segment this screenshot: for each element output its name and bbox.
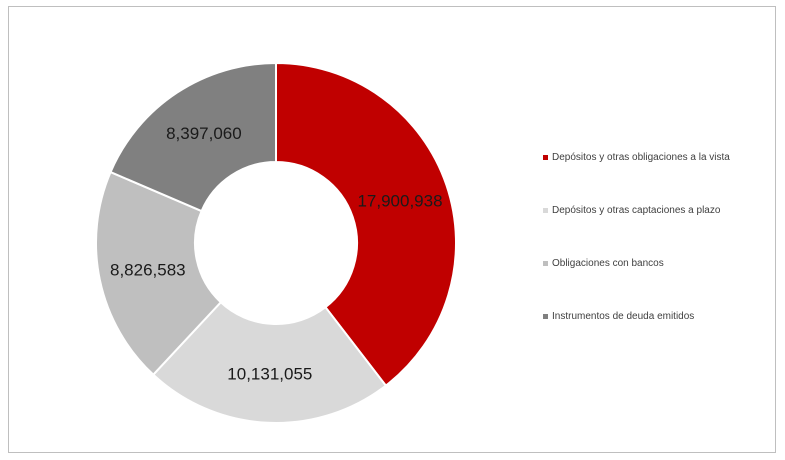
data-label-instrumentos-deuda: 8,397,060: [166, 124, 242, 143]
legend-item-depositos-plazo: Depósitos y otras captaciones a plazo: [543, 201, 768, 219]
legend-label: Obligaciones con bancos: [552, 257, 664, 269]
slice-obligaciones-bancos: [95, 170, 223, 377]
slice-depositos-plazo: [151, 300, 388, 424]
slice-depositos-vista: [275, 61, 457, 388]
legend-item-obligaciones-bancos: Obligaciones con bancos: [543, 254, 768, 272]
legend-swatch: [543, 313, 548, 319]
legend-item-instrumentos-deuda: Instrumentos de deuda emitidos: [543, 307, 768, 325]
legend-item-depositos-vista: Depósitos y otras obligaciones a la vist…: [543, 148, 768, 166]
legend: Depósitos y otras obligaciones a la vist…: [543, 148, 768, 360]
data-label-depositos-vista: 17,900,938: [357, 191, 442, 210]
legend-label: Depósitos y otras obligaciones a la vist…: [552, 151, 730, 163]
legend-swatch: [543, 154, 548, 160]
legend-swatch: [543, 260, 548, 266]
data-labels: 17,900,938 10,131,055 8,826,583 8,397,060: [110, 124, 443, 383]
legend-label: Instrumentos de deuda emitidos: [552, 310, 695, 322]
data-label-depositos-plazo: 10,131,055: [227, 364, 312, 383]
slice-instrumentos-deuda: [109, 61, 277, 213]
donut-slices: [95, 61, 457, 424]
legend-label: Depósitos y otras captaciones a plazo: [552, 204, 721, 216]
legend-swatch: [543, 207, 548, 213]
data-label-obligaciones-bancos: 8,826,583: [110, 261, 186, 280]
